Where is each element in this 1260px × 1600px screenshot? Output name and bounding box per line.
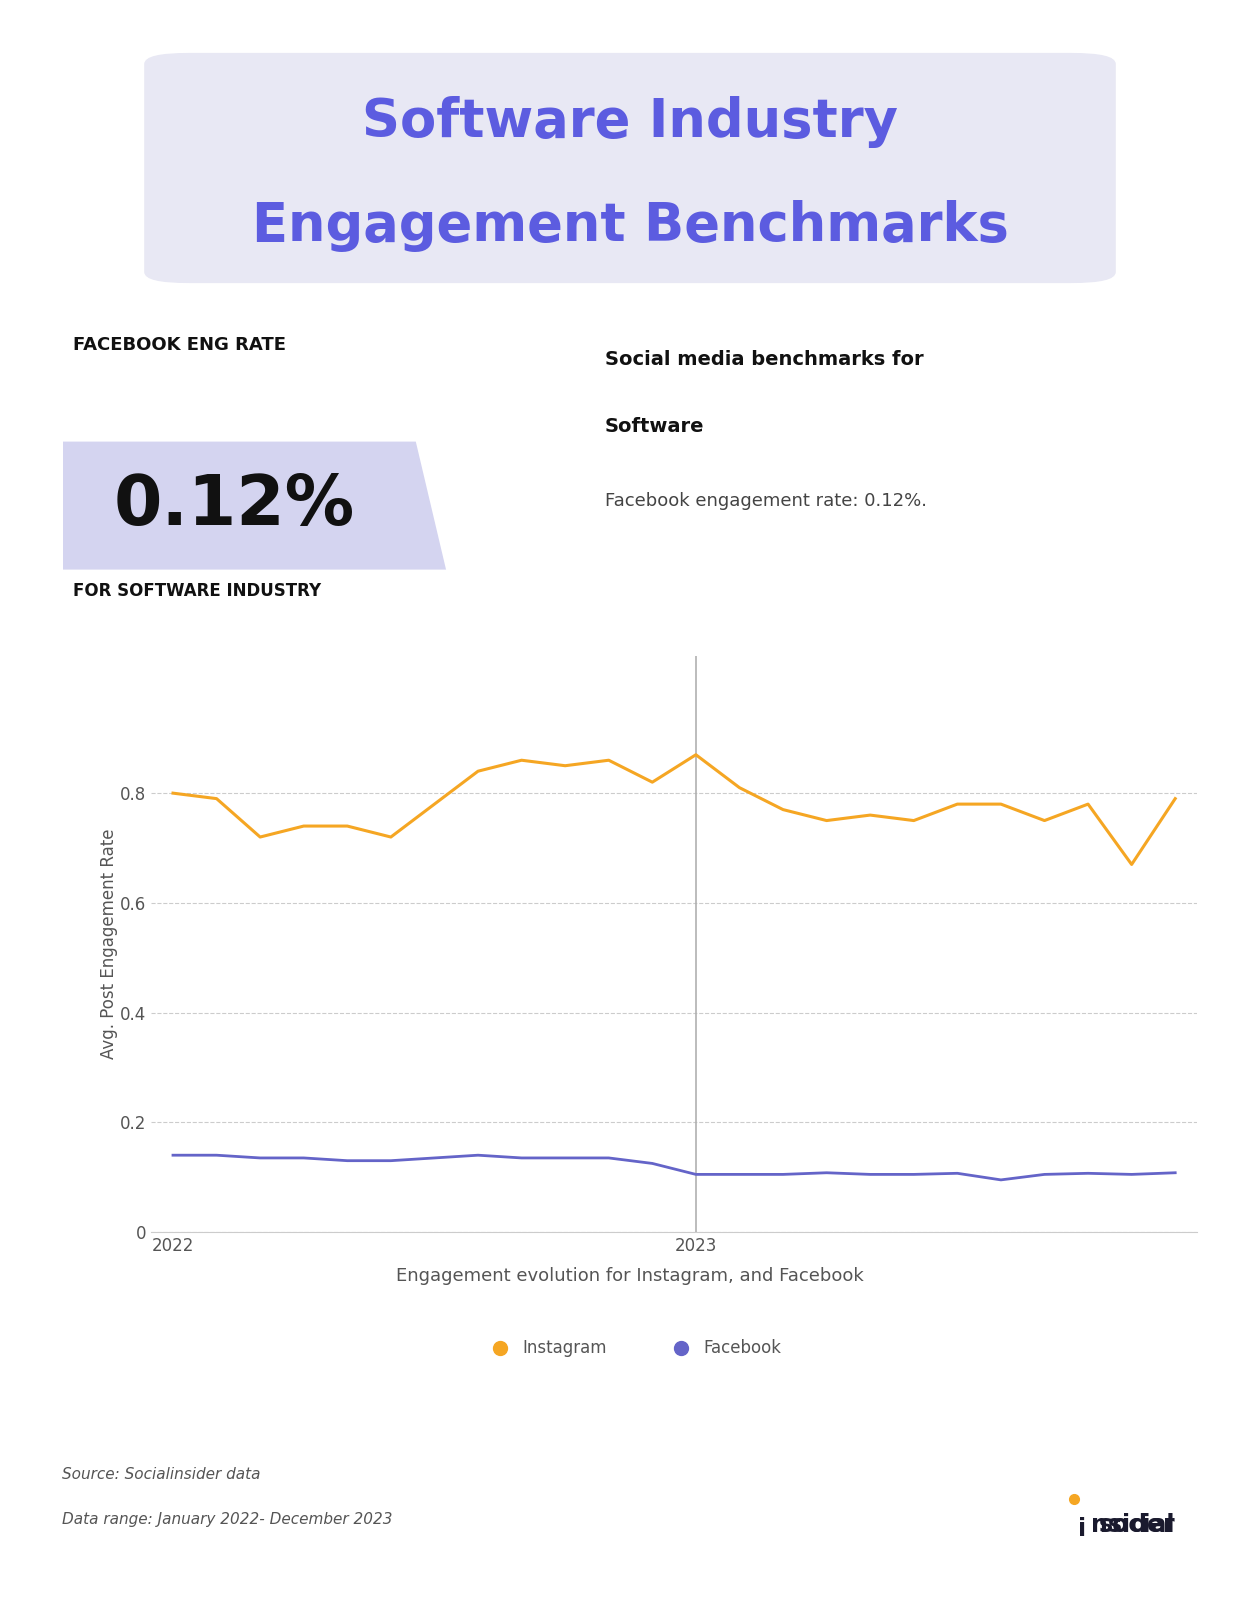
- Text: Social media benchmarks for: Social media benchmarks for: [605, 350, 924, 370]
- Text: Software Industry: Software Industry: [362, 96, 898, 149]
- Text: Source: Socialinsider data: Source: Socialinsider data: [62, 1467, 261, 1482]
- Polygon shape: [63, 442, 446, 570]
- Text: Software: Software: [605, 416, 704, 435]
- Text: nsider: nsider: [1026, 1514, 1174, 1538]
- Text: FACEBOOK ENG RATE: FACEBOOK ENG RATE: [73, 336, 286, 354]
- Text: FOR SOFTWARE INDUSTRY: FOR SOFTWARE INDUSTRY: [73, 582, 321, 600]
- Text: social: social: [1099, 1514, 1174, 1538]
- Text: Instagram: Instagram: [522, 1339, 607, 1357]
- FancyBboxPatch shape: [145, 53, 1115, 282]
- Text: 0.12%: 0.12%: [113, 472, 355, 539]
- Text: i: i: [1079, 1517, 1086, 1541]
- Text: Facebook: Facebook: [703, 1339, 781, 1357]
- Text: Facebook engagement rate: 0.12%.: Facebook engagement rate: 0.12%.: [605, 491, 927, 509]
- Text: Engagement Benchmarks: Engagement Benchmarks: [252, 200, 1008, 253]
- Text: Engagement evolution for Instagram, and Facebook: Engagement evolution for Instagram, and …: [396, 1267, 864, 1285]
- Text: Data range: January 2022- December 2023: Data range: January 2022- December 2023: [62, 1512, 393, 1526]
- Y-axis label: Avg. Post Engagement Rate: Avg. Post Engagement Rate: [100, 829, 118, 1059]
